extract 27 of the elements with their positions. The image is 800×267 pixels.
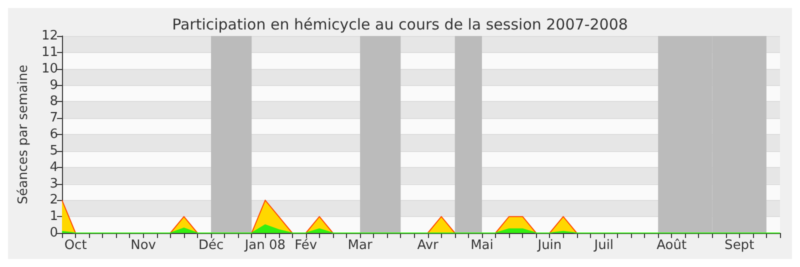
chart-title: Participation en hémicycle au cours de la session 2007-2008: [172, 16, 628, 34]
y-tick-label: 5: [50, 143, 58, 158]
x-tick-label: Mar: [348, 238, 373, 253]
y-tick-label: 6: [50, 127, 58, 142]
y-tick-label: 3: [50, 176, 58, 192]
x-tick-label: Oct: [64, 238, 87, 253]
x-tick-label: Fév: [294, 238, 318, 253]
y-axis-title: Séances par semaine: [16, 64, 31, 204]
y-tick-label: 11: [41, 44, 58, 60]
y-tick-label: 9: [50, 78, 58, 93]
x-tick-label: Mai: [470, 238, 494, 253]
y-tick-label: 0: [50, 226, 58, 240]
x-tick-label: Avr: [417, 238, 440, 253]
x-tick-label: Déc: [198, 238, 224, 253]
y-tick-label: 7: [50, 110, 58, 126]
y-tick-label: 12: [41, 28, 58, 44]
y-tick-label: 10: [41, 61, 58, 76]
x-tick-label: Nov: [130, 238, 156, 253]
x-tick-label: Juil: [593, 238, 614, 253]
x-tick-label: Août: [656, 238, 687, 253]
y-tick-label: 4: [50, 160, 58, 175]
x-tick-label: Juin: [536, 238, 562, 253]
x-tick-label: Jan 08: [244, 238, 286, 253]
y-tick-label: 1: [50, 209, 58, 224]
y-tick-label: 8: [50, 94, 58, 110]
y-tick-label: 2: [50, 192, 58, 208]
x-tick-label: Sept: [724, 238, 754, 253]
